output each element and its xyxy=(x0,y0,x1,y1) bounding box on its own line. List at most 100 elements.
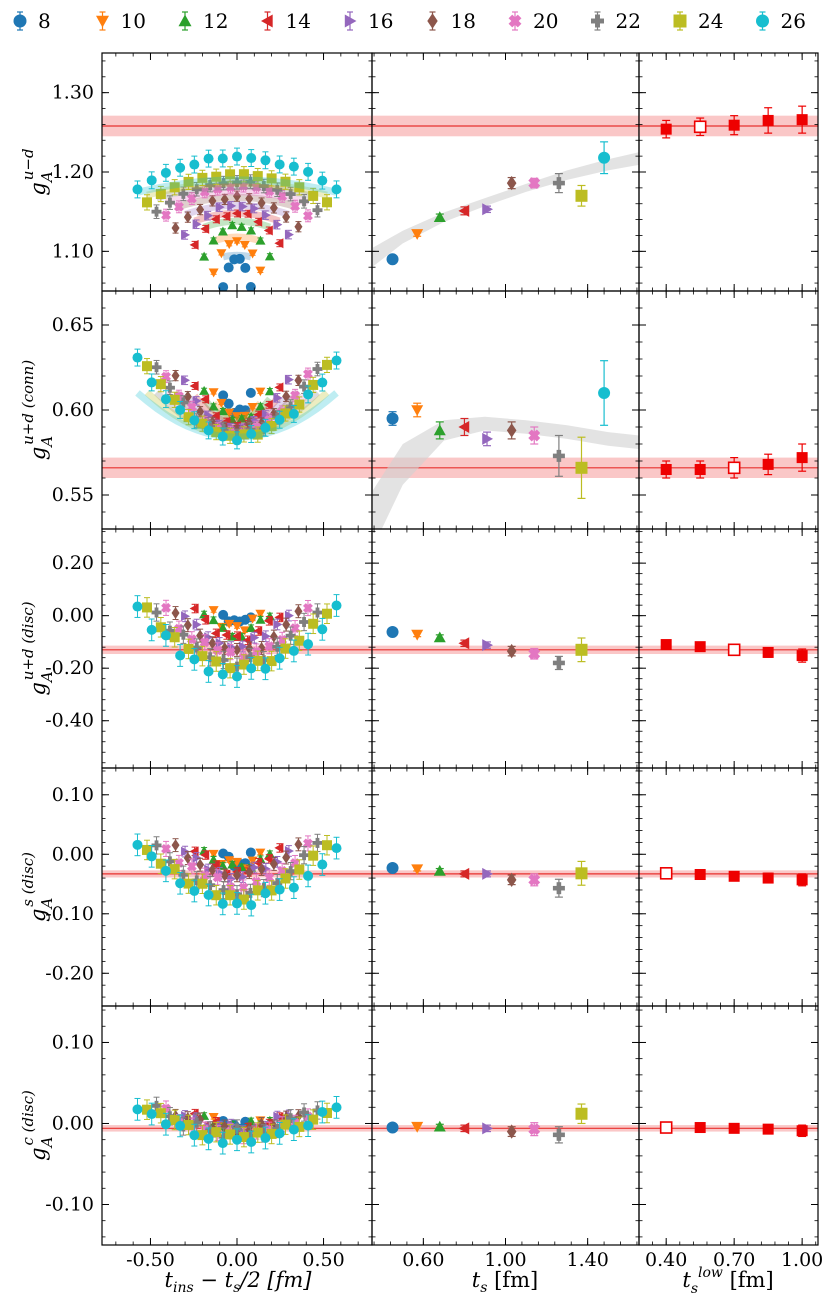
point-gA-u-plus-d-disc-s14-0 xyxy=(189,603,199,614)
marker xyxy=(331,1102,342,1113)
marker xyxy=(181,611,191,622)
marker xyxy=(178,869,189,880)
point-gA-u-plus-d-disc-s26-10 xyxy=(274,646,285,670)
point-gA-u-plus-d-disc-s24-2 xyxy=(169,626,180,648)
marker xyxy=(223,262,234,273)
marker xyxy=(175,878,186,889)
marker xyxy=(203,666,214,677)
legend-entry-20: 20 xyxy=(508,9,558,33)
point-gA-u-minus-d-s16-5 xyxy=(238,201,248,212)
marker xyxy=(273,219,283,230)
point-gA-s-disc-s18-10 xyxy=(294,837,303,852)
marker xyxy=(164,856,175,867)
point-gA-u-plus-d-conn-s22-0 xyxy=(151,359,162,375)
point-gA-u-plus-d-disc-s24-11 xyxy=(294,630,305,652)
marker xyxy=(183,852,192,865)
panel-frame xyxy=(638,767,819,1007)
point-gA-u-minus-d-s12-3 xyxy=(227,220,238,230)
marker xyxy=(196,405,205,418)
marker xyxy=(234,253,245,264)
marker xyxy=(303,389,314,400)
point-gA-u-minus-d-s12-4 xyxy=(236,221,247,231)
marker xyxy=(221,629,231,640)
ytick-label: 0.00 xyxy=(52,1112,94,1134)
point-gA-u-plus-d-conn-s14-1 xyxy=(200,394,210,405)
mid-point-gA-u-plus-d-disc-18 xyxy=(506,643,517,659)
marker xyxy=(233,190,241,203)
point-gA-s-disc-s24-7 xyxy=(238,889,249,910)
marker xyxy=(161,210,171,221)
panel-gA-u-plus-d-conn-col2 xyxy=(638,290,819,530)
point-gA-u-plus-d-disc-s14-6 xyxy=(253,626,263,637)
point-gA-s-disc-s26-5 xyxy=(203,883,214,907)
marker xyxy=(261,631,271,642)
marker xyxy=(245,866,254,879)
point-gA-s-disc-s18-7 xyxy=(257,862,266,876)
point-gA-u-minus-d-s14-8 xyxy=(274,238,284,249)
marker xyxy=(217,622,228,632)
marker xyxy=(303,639,314,650)
point-gA-u-plus-d-conn-s24-5 xyxy=(211,423,222,441)
point-gA-u-plus-d-disc-s26-11 xyxy=(288,639,299,663)
point-gA-u-minus-d-s26-9 xyxy=(260,151,271,170)
mid-point-gA-u-minus-d-24 xyxy=(575,184,588,207)
point-gA-u-plus-d-disc-s12-5 xyxy=(246,623,257,633)
marker xyxy=(216,249,227,259)
mid-point-gA-u-plus-d-conn-20 xyxy=(528,426,541,445)
marker xyxy=(458,1122,470,1135)
panel-gA-u-minus-d-col1 xyxy=(371,52,640,292)
point-gA-c-disc-s26-12 xyxy=(303,1114,314,1138)
ylabel-gA-c-disc: gAc (disc) xyxy=(19,1090,56,1161)
marker xyxy=(294,864,305,875)
point-gA-u-plus-d-conn-s12-4 xyxy=(236,413,247,423)
point-gA-c-disc-s24-11 xyxy=(294,1116,305,1138)
marker xyxy=(299,381,310,392)
panel-frame xyxy=(638,52,819,292)
marker xyxy=(218,282,229,291)
marker xyxy=(762,458,774,470)
marker xyxy=(232,237,242,247)
marker xyxy=(255,614,266,624)
mid-point-gA-c-disc-16 xyxy=(482,1122,494,1135)
point-gA-u-minus-d-s12-5 xyxy=(246,225,257,235)
marker xyxy=(274,842,284,853)
marker xyxy=(238,429,249,440)
point-gA-u-plus-d-conn-s10-0 xyxy=(208,388,219,398)
marker xyxy=(263,399,273,410)
point-gA-s-disc-s18-8 xyxy=(269,857,278,871)
legend: 8 10 12 14 16 18 20 22 24 26 xyxy=(13,9,806,33)
marker xyxy=(217,406,228,416)
marker xyxy=(257,197,266,210)
panel-frame xyxy=(638,1005,819,1246)
marker xyxy=(227,859,238,869)
marker xyxy=(221,211,231,222)
fit-band-gray xyxy=(372,152,639,268)
point-gA-u-plus-d-conn-s26-0 xyxy=(132,348,143,367)
marker xyxy=(575,867,588,880)
point-gA-u-plus-d-conn-s10-6 xyxy=(255,387,266,397)
marker xyxy=(269,630,278,643)
marker xyxy=(308,850,319,861)
marker xyxy=(272,1123,283,1134)
marker xyxy=(178,629,189,640)
marker xyxy=(727,643,741,657)
point-gA-u-minus-d-s26-14 xyxy=(331,180,342,199)
point-gA-c-disc-s24-2 xyxy=(169,1109,180,1131)
marker xyxy=(232,631,241,642)
panel-gA-c-disc-col0: -0.10 0.00 0.10 -0.50 0.00 0.50 xyxy=(45,1005,373,1271)
right-point-gA-c-disc-0 xyxy=(659,1121,673,1134)
panel-gA-u-minus-d-col2 xyxy=(638,52,819,292)
point-gA-u-plus-d-conn-s26-2 xyxy=(160,390,171,409)
x-axis-label-middle: ts [fm] xyxy=(472,1268,538,1296)
ytick-label: 0.65 xyxy=(52,314,94,336)
marker xyxy=(155,379,166,390)
marker xyxy=(227,873,237,884)
point-gA-u-plus-d-conn-s8-5 xyxy=(245,387,256,398)
marker xyxy=(227,220,238,230)
marker xyxy=(232,671,242,682)
marker xyxy=(266,656,277,667)
marker xyxy=(183,412,194,423)
marker xyxy=(728,1122,740,1134)
point-gA-u-plus-d-disc-s20-11 xyxy=(303,599,313,617)
